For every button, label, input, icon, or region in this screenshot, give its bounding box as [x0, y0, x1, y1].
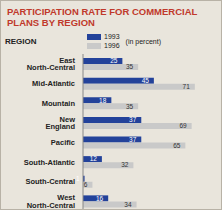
svg-text:35: 35	[126, 103, 134, 110]
svg-text:NewEngland: NewEngland	[45, 115, 75, 132]
html-text:PARTICIPATION RATE FOR COMMERC: PARTICIPATION RATE FOR COMMERCIAL PLANS …	[7, 6, 198, 28]
svg-text:EastNorth-Central: EastNorth-Central	[27, 56, 76, 73]
svg-text:65: 65	[173, 142, 181, 149]
svg-text:South-Central: South-Central	[25, 177, 75, 186]
html-text:1993: 1993	[104, 33, 120, 40]
svg-text:Pacific: Pacific	[51, 138, 75, 147]
svg-text:18: 18	[99, 97, 107, 104]
svg-text:25: 25	[110, 57, 118, 64]
svg-text:6: 6	[84, 181, 88, 188]
svg-text:37: 37	[129, 116, 137, 123]
svg-text:12: 12	[90, 155, 98, 162]
svg-text:71: 71	[183, 83, 191, 90]
svg-text:South-Atlantic: South-Atlantic	[24, 158, 75, 167]
svg-text:34: 34	[124, 201, 132, 208]
svg-text:Mid-Atlantic: Mid-Atlantic	[32, 79, 75, 88]
svg-text:69: 69	[179, 122, 187, 129]
svg-text:32: 32	[121, 161, 129, 168]
svg-text:Mountain: Mountain	[42, 99, 76, 108]
svg-text:35: 35	[126, 63, 134, 70]
svg-text:45: 45	[142, 77, 150, 84]
html-text:(in percent): (in percent)	[125, 37, 161, 45]
svg-text:16: 16	[96, 195, 104, 202]
svg-text:37: 37	[129, 136, 137, 143]
svg-text:WestNorth-Central: WestNorth-Central	[27, 193, 76, 210]
svg-text:1: 1	[76, 175, 80, 182]
html-text:REGION: REGION	[5, 36, 37, 46]
html-text:1996: 1996	[104, 42, 120, 49]
